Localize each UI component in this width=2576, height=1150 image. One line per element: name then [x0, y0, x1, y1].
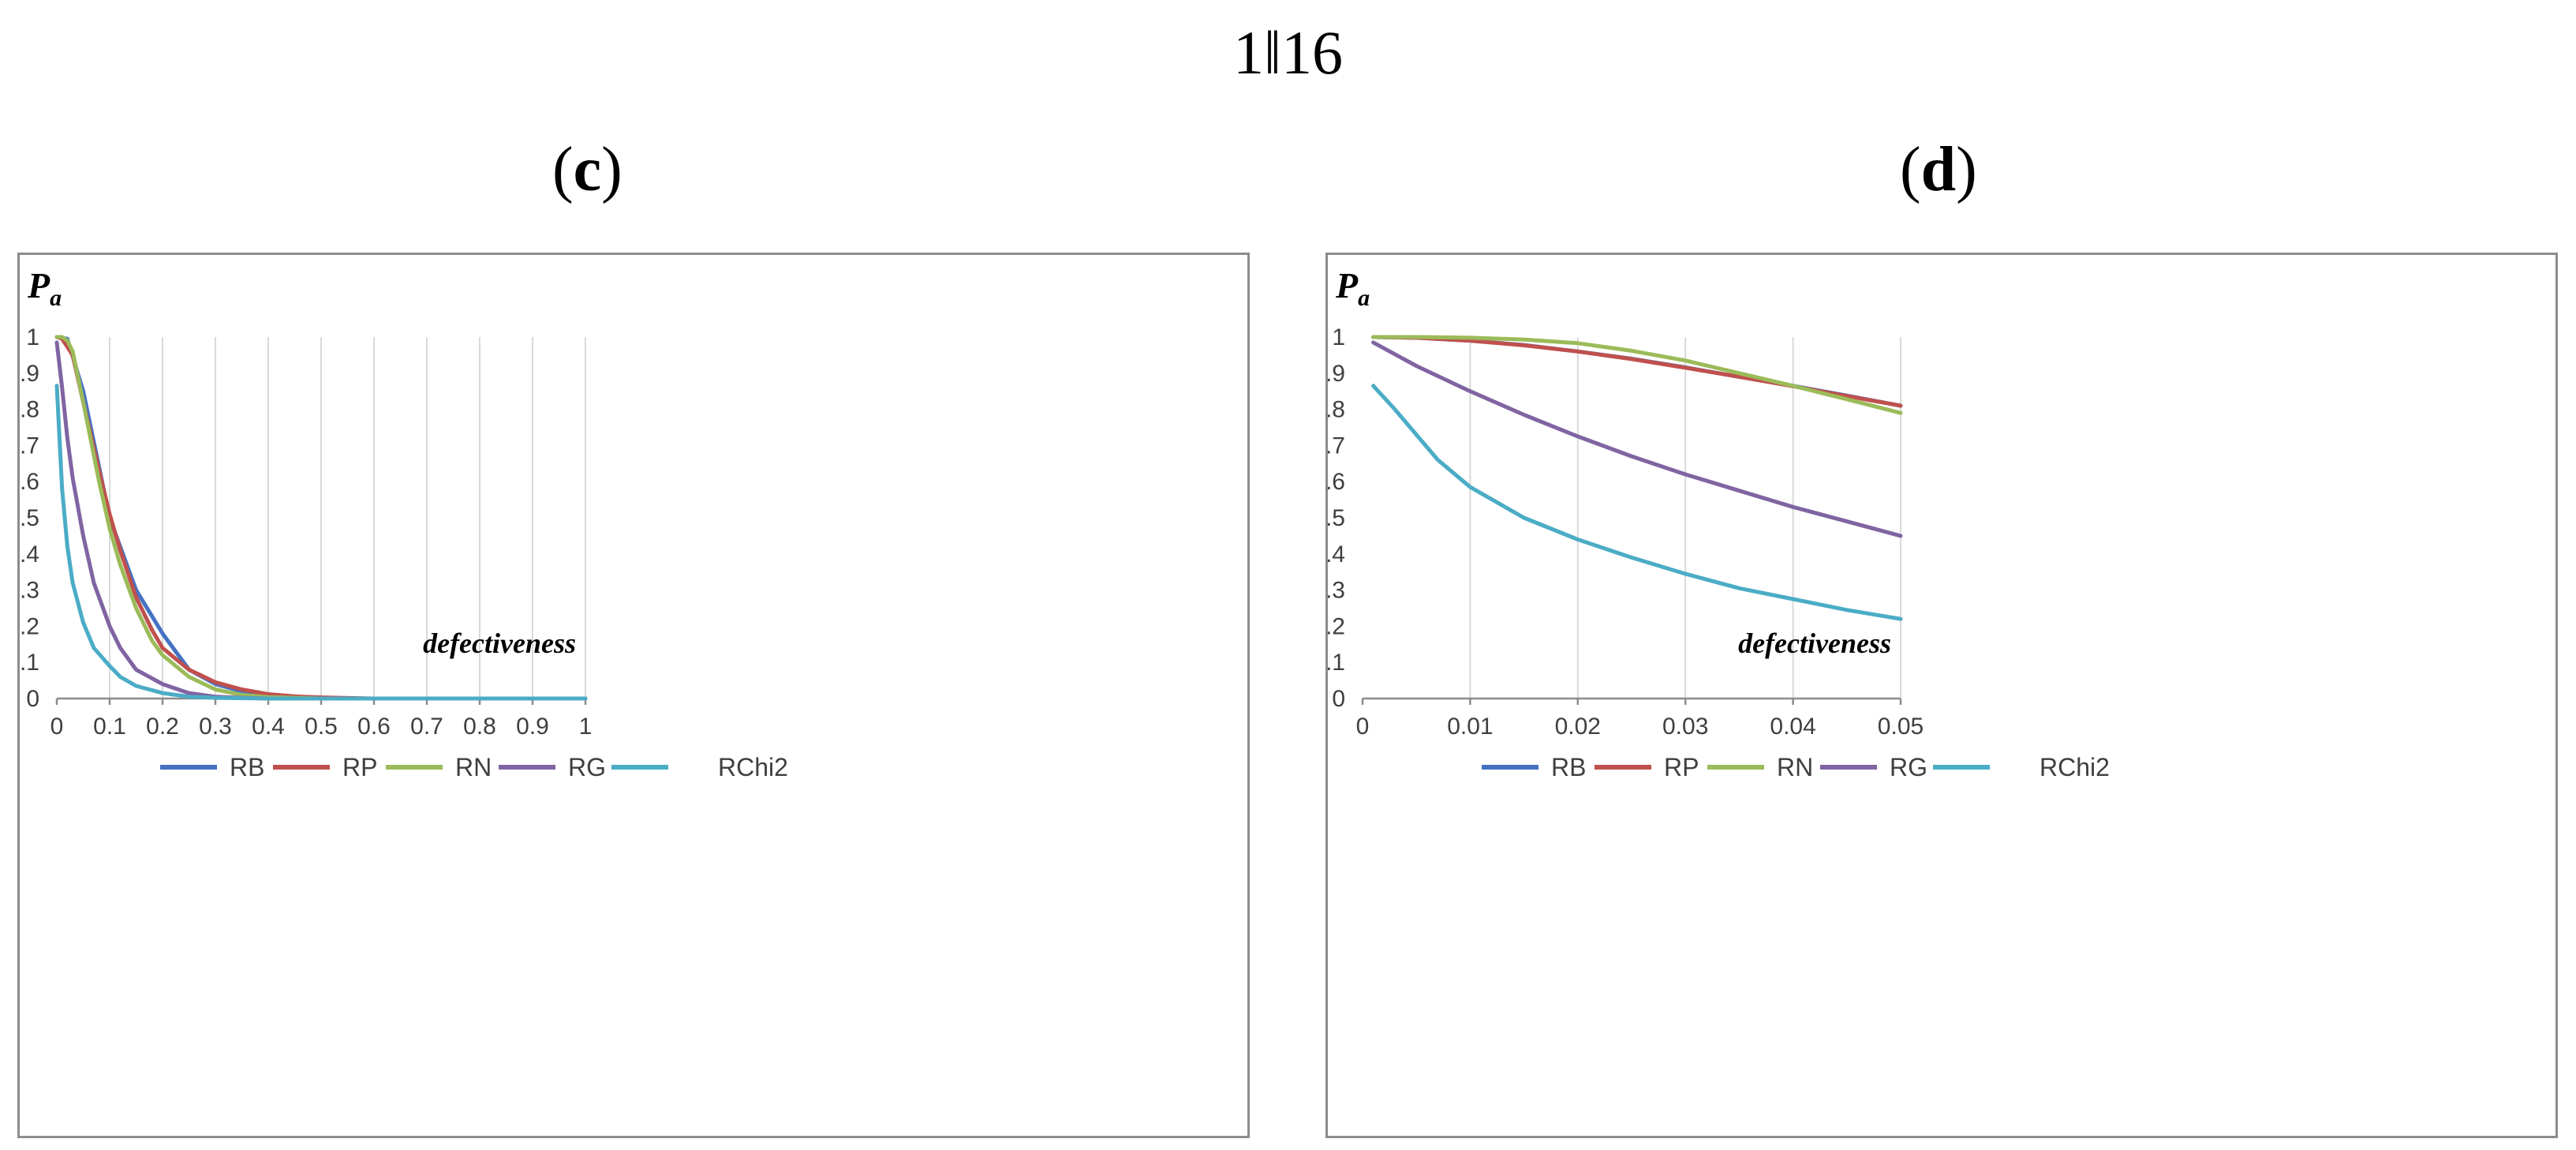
chart-c-x-tick-label-3: 0.3: [199, 714, 232, 740]
chart-c-y-tick-label-2: 0.2: [20, 613, 39, 639]
chart-c-y-tick-label-9: 0.9: [20, 361, 39, 387]
chart-d-y-axis-label-subscript: a: [1358, 285, 1370, 311]
chart-c-legend-label-rp: RP: [342, 753, 377, 781]
chart-d-x-tick-label-0: 0: [1356, 714, 1370, 740]
chart-d-y-tick-label-4: 0.4: [1328, 541, 1345, 568]
chart-c-y-tick-label-10: 1: [26, 324, 39, 350]
chart-d-y-axis-label: Pa: [1335, 265, 1370, 311]
chart-c-y-tick-label-0: 0: [26, 686, 39, 712]
chart-d-legend-label-rg: RG: [1890, 753, 1927, 781]
chart-c-y-tick-label-3: 0.3: [20, 578, 39, 604]
chart-c-x-axis-label: defectiveness: [423, 627, 576, 659]
chart-c-y-axis-label-subscript: a: [50, 285, 62, 311]
chart-d-x-tick-label-2: 0.02: [1555, 714, 1601, 740]
chart-c-y-tick-label-1: 0.1: [20, 650, 39, 676]
chart-c-x-tick-label-4: 0.4: [252, 714, 285, 740]
chart-d-x-tick-label-4: 0.04: [1770, 714, 1815, 740]
figure-title: 1‖16: [1233, 18, 1343, 87]
subfigure-label-c: (c): [552, 135, 623, 204]
chart-c-x-tick-label-10: 1: [579, 714, 593, 740]
chart-d-series-line-rn: [1371, 335, 1903, 415]
chart-d-y-tick-label-2: 0.2: [1328, 613, 1345, 639]
chart-panel-c: 0 0.1 0.2 0.3 0.4 0.5 0.6 0.7 0.8 0.9 1 0 0.1 0.2 0.3 0…: [17, 253, 1250, 1138]
chart-c-y-tick-label-7: 0.7: [20, 433, 39, 459]
chart-d-y-tick-label-6: 0.6: [1328, 469, 1345, 495]
chart-c-x-tick-label-5: 0.5: [305, 714, 338, 740]
chart-d-x-tick-label-3: 0.03: [1662, 714, 1708, 740]
chart-c-x-tick-label-7: 0.7: [410, 714, 443, 740]
chart-c: 0 0.1 0.2 0.3 0.4 0.5 0.6 0.7 0.8 0.9 1 0 0.1 0.2 0.3 0…: [20, 265, 788, 781]
chart-c-y-tick-label-5: 0.5: [20, 505, 39, 531]
chart-c-y-tick-label-6: 0.6: [20, 469, 39, 495]
subfigure-label-d: (d): [1900, 135, 1977, 204]
chart-d-series-line-rchi2: [1371, 384, 1903, 621]
chart-c-x-tick-label-0: 0: [50, 714, 64, 740]
chart-d-y-tick-label-3: 0.3: [1328, 578, 1345, 604]
chart-d-legend-label-rb: RB: [1551, 753, 1586, 781]
chart-c-series-line-rchi2: [54, 384, 588, 701]
chart-d-legend-label-rchi2: RChi2: [2039, 753, 2110, 781]
chart-c-legend-label-rg: RG: [568, 753, 606, 781]
chart-c-legend-label-rchi2: RChi2: [718, 753, 788, 781]
chart-d-x-axis-label: defectiveness: [1738, 627, 1891, 659]
chart-c-x-tick-label-8: 0.8: [463, 714, 496, 740]
chart-c-x-tick-label-2: 0.2: [146, 714, 179, 740]
chart-d-y-tick-label-1: 0.1: [1328, 650, 1345, 676]
chart-d-y-tick-label-7: 0.7: [1328, 433, 1345, 459]
chart-d-y-tick-label-0: 0: [1332, 686, 1345, 712]
chart-d-legend-label-rp: RP: [1664, 753, 1699, 781]
chart-d-y-tick-label-5: 0.5: [1328, 505, 1345, 531]
chart-c-y-axis-label: Pa: [27, 265, 62, 311]
chart-d-legend-label-rn: RN: [1777, 753, 1813, 781]
chart-c-x-tick-label-6: 0.6: [357, 714, 391, 740]
chart-c-legend-label-rn: RN: [455, 753, 492, 781]
chart-d-series-line-rb: [1371, 335, 1903, 408]
chart-c-x-tick-label-1: 0.1: [93, 714, 126, 740]
chart-c-x-tick-label-9: 0.9: [516, 714, 549, 740]
chart-c-y-tick-label-8: 0.8: [20, 397, 39, 423]
chart-panel-d: 0 0.01 0.02 0.03 0.04 0.05 0 0.1 0.2 0.3 0.4 0.5 0.6…: [1325, 253, 2558, 1138]
chart-c-legend-label-rb: RB: [230, 753, 264, 781]
chart-d-y-tick-label-9: 0.9: [1328, 361, 1345, 387]
chart-d-y-tick-label-10: 1: [1332, 324, 1345, 350]
chart-c-y-tick-label-4: 0.4: [20, 541, 39, 568]
chart-d-y-tick-label-8: 0.8: [1328, 397, 1345, 423]
chart-d-x-tick-label-5: 0.05: [1878, 714, 1924, 740]
chart-d-series-line-rp: [1371, 335, 1903, 408]
chart-d-x-tick-label-1: 0.01: [1447, 714, 1493, 740]
chart-d: 0 0.01 0.02 0.03 0.04 0.05 0 0.1 0.2 0.3 0.4 0.5 0.6…: [1328, 265, 2110, 781]
chart-d-series-line-rg: [1371, 340, 1903, 538]
